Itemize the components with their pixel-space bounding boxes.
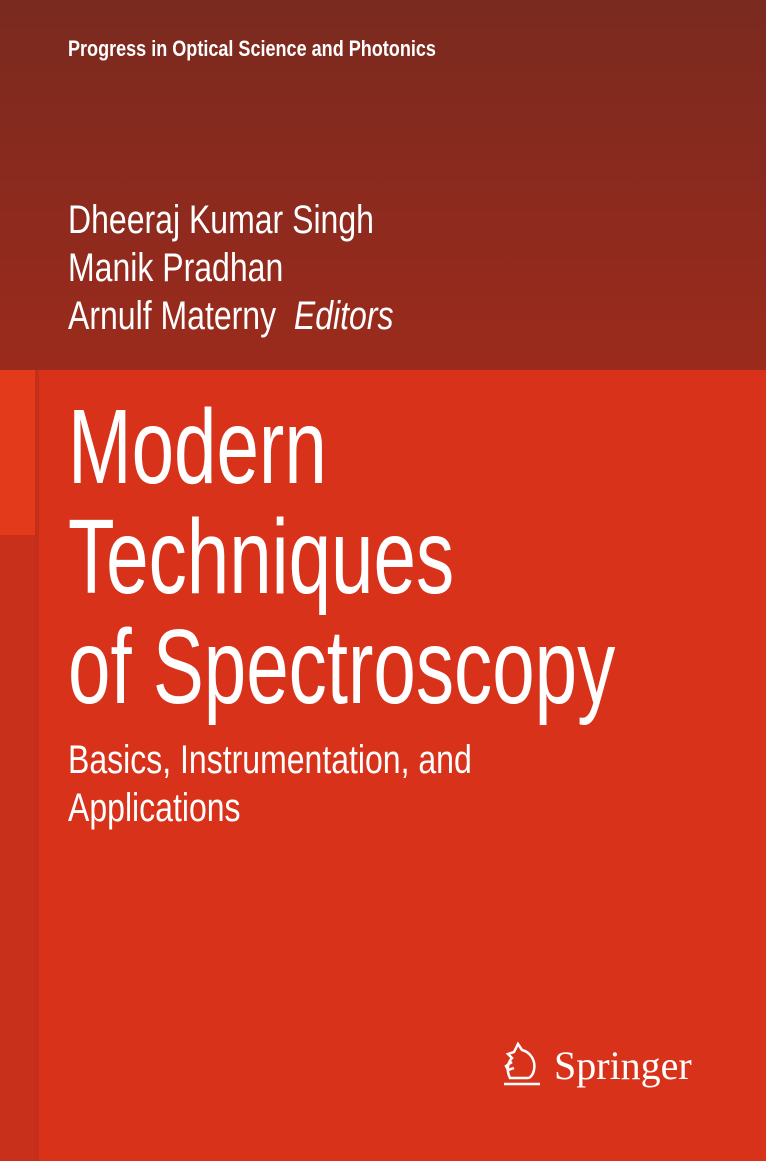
editors-label: Editors xyxy=(293,294,394,338)
accent-strip xyxy=(0,370,35,535)
book-title-line: Techniques xyxy=(68,498,455,616)
author: Manik Pradhan xyxy=(68,246,284,290)
author: Arnulf Materny Editors xyxy=(68,294,393,339)
springer-horse-icon xyxy=(504,1041,540,1086)
subtitle-line: Applications xyxy=(68,786,241,830)
accent-strip-lower xyxy=(0,535,35,1161)
author-name: Arnulf Materny xyxy=(68,294,277,338)
book-title-line: of Spectroscopy xyxy=(68,608,616,726)
subtitle-line: Basics, Instrumentation, and xyxy=(68,738,472,782)
publisher-name: Springer xyxy=(554,1042,692,1088)
book-title-line: Modern xyxy=(68,388,327,506)
series-title: Progress in Optical Science and Photonic… xyxy=(68,36,436,61)
divider xyxy=(35,370,39,1161)
top-band xyxy=(0,0,766,370)
author: Dheeraj Kumar Singh xyxy=(68,198,374,242)
publisher-logo: Springer xyxy=(500,1040,692,1090)
